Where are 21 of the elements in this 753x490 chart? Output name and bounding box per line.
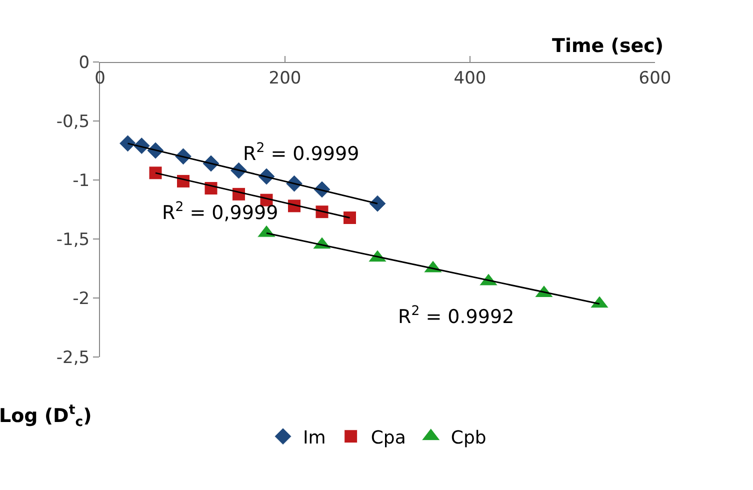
y-tick-label: -1,5	[56, 230, 90, 250]
point	[343, 211, 356, 225]
legend-label: Cpb	[450, 427, 486, 448]
annotation: R$^{2}$ = 0.9992	[398, 304, 514, 328]
y-tick-label: -2,5	[56, 348, 90, 368]
annotation: R$^{2}$ = 0,9999	[162, 200, 278, 224]
point	[368, 194, 386, 212]
legend-label: Im	[303, 427, 326, 448]
y-tick-label: 0	[78, 52, 90, 73]
x-axis-title: Time (sec)	[552, 35, 664, 57]
x-tick-label: 600	[638, 68, 672, 88]
point	[148, 166, 162, 180]
annotation: R$^{2}$ = 0.9999	[243, 141, 360, 165]
point	[119, 134, 136, 152]
y-tick-label: -0,5	[56, 112, 90, 132]
legend-label: Cpa	[370, 427, 406, 448]
y-tick-label: -2	[72, 288, 90, 309]
x-tick-label: 400	[454, 68, 486, 88]
x-tick-label: 200	[268, 68, 302, 88]
y-tick-label: -1	[72, 170, 90, 191]
y-axis-title: Log (D$^{t}$$_{c}$)	[0, 403, 92, 430]
